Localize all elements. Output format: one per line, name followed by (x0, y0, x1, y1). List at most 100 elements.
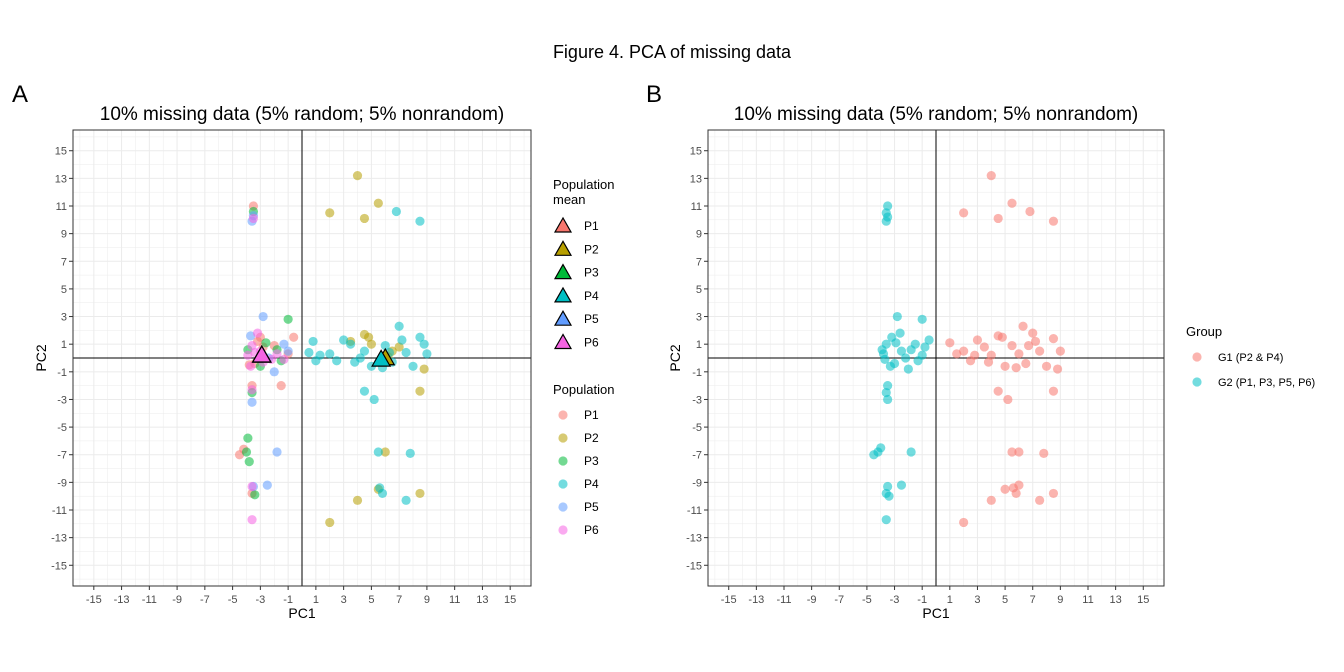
panel-a-y-tick-label: -7 (57, 450, 67, 462)
panel-b-point-g2 (906, 447, 916, 457)
panel-b-y-tick-label: -9 (692, 477, 702, 489)
panel-a-point-p4 (401, 347, 411, 358)
legend-population-label-p5: P5 (584, 500, 599, 514)
panel-a-point-p4 (308, 336, 318, 347)
panel-b-point-g1 (997, 332, 1007, 342)
panel-a-x-tick-label: -5 (228, 594, 238, 606)
panel-b-point-g1 (1048, 386, 1059, 396)
panel-b-point-g1 (986, 495, 996, 505)
panel-b-x-tick-label: 1 (947, 594, 953, 606)
panel-a-point-p5 (283, 346, 293, 356)
panel-b-point-g1 (1048, 488, 1059, 499)
legend-means-key-p2 (553, 240, 573, 256)
panel-a-point-p4 (339, 335, 349, 345)
panel-b-y-tick-label: 1 (696, 339, 702, 351)
panel-b-y-tick-label: -15 (686, 560, 702, 572)
panel-b-point-g1 (1028, 328, 1038, 338)
panel-b-y-tick-label: 7 (696, 256, 702, 268)
panel-a-point-p2 (419, 364, 429, 374)
panel-b-point-g2 (881, 216, 891, 226)
panel-b-point-g1 (959, 346, 969, 356)
panel-b-point-g2 (877, 345, 887, 355)
legend-means-key-p6 (553, 333, 573, 350)
panel-a-point-p4 (380, 340, 390, 351)
panel-a-means (251, 345, 396, 367)
panel-a-y-tick-label: -11 (52, 505, 67, 517)
panel-a-y-tick-label: 3 (61, 312, 67, 324)
panel-b-y-tick-label: -13 (686, 533, 702, 545)
panel-b-point-g1 (1035, 495, 1045, 505)
panel-b-y-tick-label: -3 (692, 394, 702, 406)
panel-a-point-p4 (419, 339, 429, 349)
panel-a-point-p4 (369, 394, 379, 405)
panel-a-point-p4 (415, 332, 425, 342)
panel-a-point-p6 (247, 515, 257, 525)
panel-a-point-p6 (246, 361, 256, 371)
panel-a-y-tick-label: -15 (51, 560, 67, 572)
legend-population-key-p6 (558, 525, 568, 535)
panel-a-point-p5 (258, 311, 268, 322)
panel-b-point-g2 (913, 356, 923, 366)
panel-a-x-axis-title: PC1 (288, 605, 315, 621)
legend-means-label-p1: P1 (584, 219, 599, 233)
panel-a-point-p4 (408, 361, 418, 371)
panel-a-y-tick-label: -9 (57, 477, 67, 489)
panel-a-point-p5 (272, 447, 282, 457)
panel-a-point-p4 (422, 349, 432, 359)
legend-population-key-p3 (558, 456, 568, 466)
panel-b-point-g1 (1039, 448, 1049, 458)
panel-b-x-tick-label: 5 (1002, 594, 1008, 606)
panel-a-point-p6 (252, 328, 263, 338)
panel-b-point-g2 (881, 515, 891, 525)
panel-a-y-tick-label: 13 (55, 173, 67, 185)
panel-a-y-tick-label: 5 (61, 284, 67, 296)
panel-b-point-g1 (1035, 346, 1045, 356)
panel-b-point-g2 (896, 346, 907, 356)
panel-a-legend-population: Population P1 P2 P3 P4 P5 P6 (553, 382, 614, 537)
panel-a-x-tick-label: -3 (255, 594, 265, 606)
legend-means-title-line1: Population (553, 177, 614, 192)
panel-a-point-p3 (243, 433, 253, 443)
panel-b-point-g1 (1003, 394, 1013, 405)
panel-a-point-p3 (244, 457, 254, 467)
legend-population-label-p6: P6 (584, 523, 599, 537)
legend-group-title: Group (1186, 324, 1222, 339)
panel-b-point-g1 (970, 350, 980, 360)
panel-a-point-p1 (289, 332, 299, 342)
panel-b-x-ticks: -15 -13 -11 -9 -7 -5 -3 -1 1 3 5 7 9 11 13 15 (721, 586, 1149, 606)
panel-a-y-tick-label: 11 (56, 201, 67, 213)
panel-a-point-p4 (359, 386, 370, 396)
panel-a-point-p3 (283, 314, 293, 324)
panel-b-point-g2 (892, 311, 902, 322)
panel-a-point-p6 (243, 350, 253, 360)
panel-a-point-p5 (247, 397, 257, 407)
panel-b-point-g1 (1048, 334, 1059, 344)
panel-b-points (869, 171, 1065, 528)
panel-b: B 10% missing data (5% random; 5% nonran… (646, 81, 1315, 621)
panel-a-legend-means: Population mean P1 P2 P3 P4 P5 P6 (553, 177, 614, 350)
legend-population-label-p1: P1 (584, 408, 599, 422)
panel-a-x-ticks: -15 -13 -11 -9 -7 -5 -3 -1 1 3 5 7 9 11 13 15 (86, 586, 516, 606)
panel-a-point-p1 (234, 450, 245, 460)
panel-b-point-g2 (885, 361, 896, 371)
panel-b-point-g1 (1030, 336, 1041, 347)
legend-means-label-p6: P6 (584, 336, 599, 350)
panel-b-point-g2 (901, 353, 911, 363)
panel-a-y-tick-label: -3 (57, 394, 67, 406)
panel-b-y-tick-label: 5 (696, 284, 702, 296)
panel-a-point-p5 (246, 331, 256, 341)
panel-b-point-g1 (1018, 321, 1028, 331)
panel-a-x-tick-label: 3 (341, 594, 347, 606)
panel-a-mean-p6 (251, 345, 272, 363)
panel-b-point-g2 (920, 342, 930, 352)
panel-a-x-tick-label: 5 (368, 594, 374, 606)
panel-a-point-p2 (364, 332, 374, 342)
panel-a-y-tick-label: 7 (61, 256, 67, 268)
panel-b-point-g2 (903, 364, 913, 374)
panel-a-point-p3 (241, 447, 252, 457)
panel-b-y-tick-label: -5 (692, 422, 702, 434)
panel-b-point-g1 (1055, 346, 1065, 356)
panel-b-x-tick-label: 7 (1030, 594, 1036, 606)
